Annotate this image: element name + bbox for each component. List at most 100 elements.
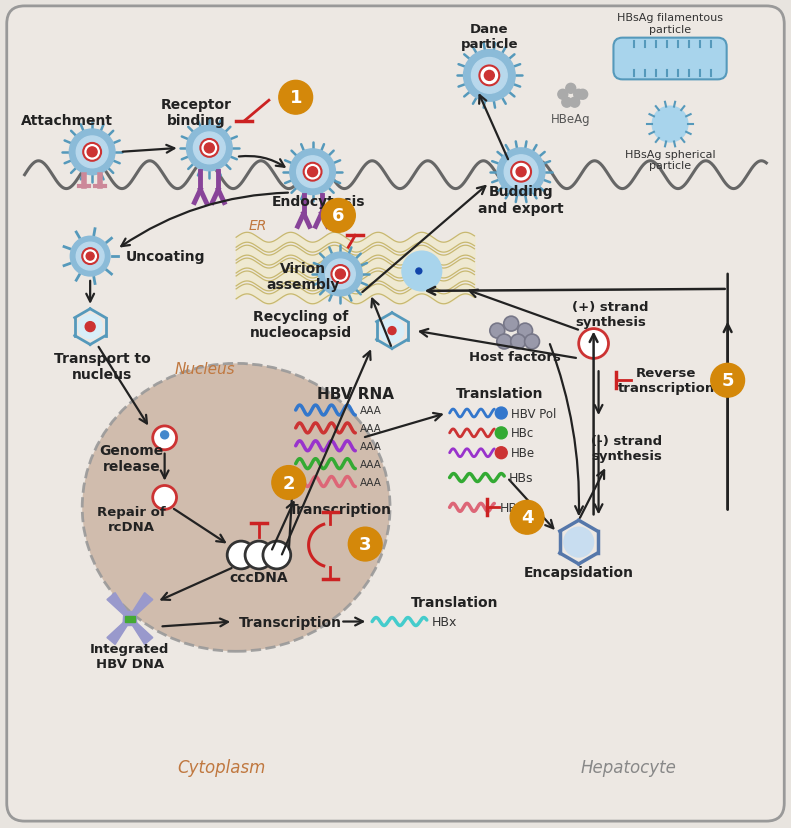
Circle shape — [495, 407, 507, 420]
Circle shape — [558, 90, 568, 100]
Text: 4: 4 — [520, 508, 533, 527]
Text: HBV Pol: HBV Pol — [511, 407, 557, 420]
Circle shape — [78, 315, 102, 339]
Text: AAA: AAA — [360, 477, 382, 487]
Polygon shape — [123, 612, 137, 626]
Circle shape — [653, 107, 688, 142]
Circle shape — [524, 335, 539, 349]
Ellipse shape — [82, 364, 390, 652]
Circle shape — [497, 335, 512, 349]
Text: 1: 1 — [290, 89, 302, 107]
Polygon shape — [132, 593, 153, 615]
Text: Transcription: Transcription — [289, 503, 392, 517]
Text: Dane
particle: Dane particle — [460, 22, 518, 51]
Circle shape — [200, 140, 218, 157]
Circle shape — [579, 330, 608, 359]
Circle shape — [511, 335, 525, 349]
Circle shape — [319, 253, 362, 296]
Text: Transport to
nucleus: Transport to nucleus — [54, 352, 150, 382]
Circle shape — [517, 167, 526, 177]
Text: AAA: AAA — [360, 441, 382, 451]
Circle shape — [562, 99, 572, 108]
Circle shape — [85, 322, 95, 332]
Circle shape — [498, 149, 545, 196]
Circle shape — [510, 501, 544, 535]
Circle shape — [153, 486, 176, 510]
Polygon shape — [132, 623, 153, 645]
Text: Translation: Translation — [456, 387, 543, 401]
Text: HBV RNA: HBV RNA — [316, 386, 394, 401]
Text: (+) strand
synthesis: (+) strand synthesis — [572, 301, 649, 329]
Text: HBc: HBc — [511, 427, 535, 440]
Polygon shape — [125, 616, 134, 622]
Text: Repair of
rcDNA: Repair of rcDNA — [97, 506, 166, 533]
Text: Recycling of
nucleocapsid: Recycling of nucleocapsid — [250, 309, 352, 339]
Circle shape — [278, 81, 312, 115]
Circle shape — [495, 447, 507, 459]
Circle shape — [484, 71, 494, 81]
Text: Hepatocyte: Hepatocyte — [581, 758, 676, 777]
FancyBboxPatch shape — [7, 7, 784, 821]
Circle shape — [566, 84, 576, 94]
Text: Uncoating: Uncoating — [126, 250, 206, 264]
FancyBboxPatch shape — [614, 39, 727, 80]
Text: Attachment: Attachment — [21, 114, 113, 128]
Circle shape — [490, 324, 505, 339]
Circle shape — [272, 466, 305, 500]
Circle shape — [153, 426, 176, 450]
Circle shape — [82, 249, 98, 265]
Text: HBx: HBx — [432, 615, 457, 628]
Text: Translation: Translation — [411, 595, 498, 609]
Circle shape — [564, 527, 593, 557]
Text: Reverse
transcription: Reverse transcription — [618, 367, 715, 395]
Text: Cytoplasm: Cytoplasm — [177, 758, 266, 777]
Circle shape — [464, 51, 515, 102]
Text: HBsAg filamentous
particle: HBsAg filamentous particle — [617, 13, 723, 35]
Circle shape — [570, 99, 580, 108]
Circle shape — [511, 162, 531, 182]
Text: HBx: HBx — [499, 501, 524, 514]
Text: cccDNA: cccDNA — [229, 570, 288, 584]
Text: HBeAg: HBeAg — [551, 113, 591, 126]
Circle shape — [245, 542, 273, 569]
Circle shape — [573, 90, 584, 100]
Text: 6: 6 — [332, 207, 345, 225]
Circle shape — [297, 156, 328, 189]
Circle shape — [325, 260, 355, 290]
Circle shape — [227, 542, 255, 569]
Circle shape — [517, 324, 532, 339]
Text: AAA: AAA — [360, 459, 382, 469]
Text: Nucleus: Nucleus — [175, 362, 235, 377]
Circle shape — [76, 137, 108, 169]
Text: Encapsidation: Encapsidation — [524, 566, 634, 579]
Circle shape — [504, 156, 538, 190]
Polygon shape — [107, 593, 127, 615]
Circle shape — [161, 431, 168, 440]
Circle shape — [187, 126, 232, 171]
Text: Integrated
HBV DNA: Integrated HBV DNA — [90, 643, 169, 671]
Circle shape — [76, 243, 104, 271]
Circle shape — [335, 270, 346, 280]
Text: Genome
release: Genome release — [100, 443, 164, 474]
Circle shape — [388, 327, 396, 335]
Text: HBs: HBs — [509, 471, 534, 484]
Polygon shape — [107, 623, 127, 645]
Circle shape — [711, 364, 744, 397]
Text: HBsAg spherical
particle: HBsAg spherical particle — [625, 150, 715, 171]
Text: 5: 5 — [721, 372, 734, 390]
Circle shape — [402, 252, 441, 291]
Circle shape — [204, 144, 214, 154]
Text: Transcription: Transcription — [239, 614, 343, 628]
Text: ER: ER — [249, 219, 267, 233]
Circle shape — [479, 66, 499, 86]
Text: HBe: HBe — [511, 446, 536, 460]
Circle shape — [83, 144, 101, 161]
Text: AAA: AAA — [360, 406, 382, 416]
Text: Host factors: Host factors — [469, 350, 561, 363]
Circle shape — [495, 427, 507, 440]
Text: 2: 2 — [282, 474, 295, 492]
Text: (-) strand
synthesis: (-) strand synthesis — [591, 434, 662, 462]
Text: AAA: AAA — [360, 423, 382, 433]
Circle shape — [304, 164, 321, 181]
Circle shape — [290, 150, 335, 195]
